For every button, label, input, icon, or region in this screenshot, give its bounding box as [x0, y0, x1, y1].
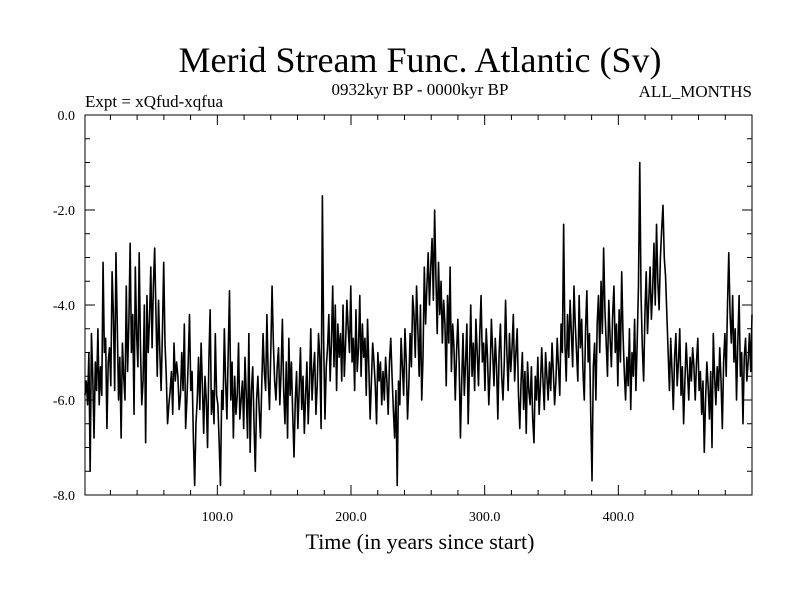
y-tick-label: -6.0	[53, 394, 75, 409]
axis-tick-labels: 0.0 -2.0 -4.0 -6.0 -8.0 100.0 200.0 300.0 400.0	[53, 109, 634, 525]
x-tick-label: 400.0	[603, 510, 635, 525]
x-tick-label: 200.0	[335, 510, 367, 525]
y-tick-label: 0.0	[58, 109, 76, 124]
y-tick-label: -8.0	[53, 489, 75, 504]
x-tick-label: 100.0	[202, 510, 234, 525]
subtitle-expt: Expt = xQfud-xqfua	[85, 92, 223, 111]
subtitle-months: ALL_MONTHS	[639, 82, 752, 101]
chart-title: Merid Stream Func. Atlantic (Sv)	[179, 40, 662, 80]
series-line	[84, 161, 753, 487]
subtitle-period: 0932kyr BP - 0000kyr BP	[332, 80, 509, 99]
x-axis-label: Time (in years since start)	[306, 529, 535, 554]
y-tick-label: -2.0	[53, 204, 75, 219]
y-tick-label: -4.0	[53, 299, 75, 314]
x-tick-label: 300.0	[469, 510, 501, 525]
